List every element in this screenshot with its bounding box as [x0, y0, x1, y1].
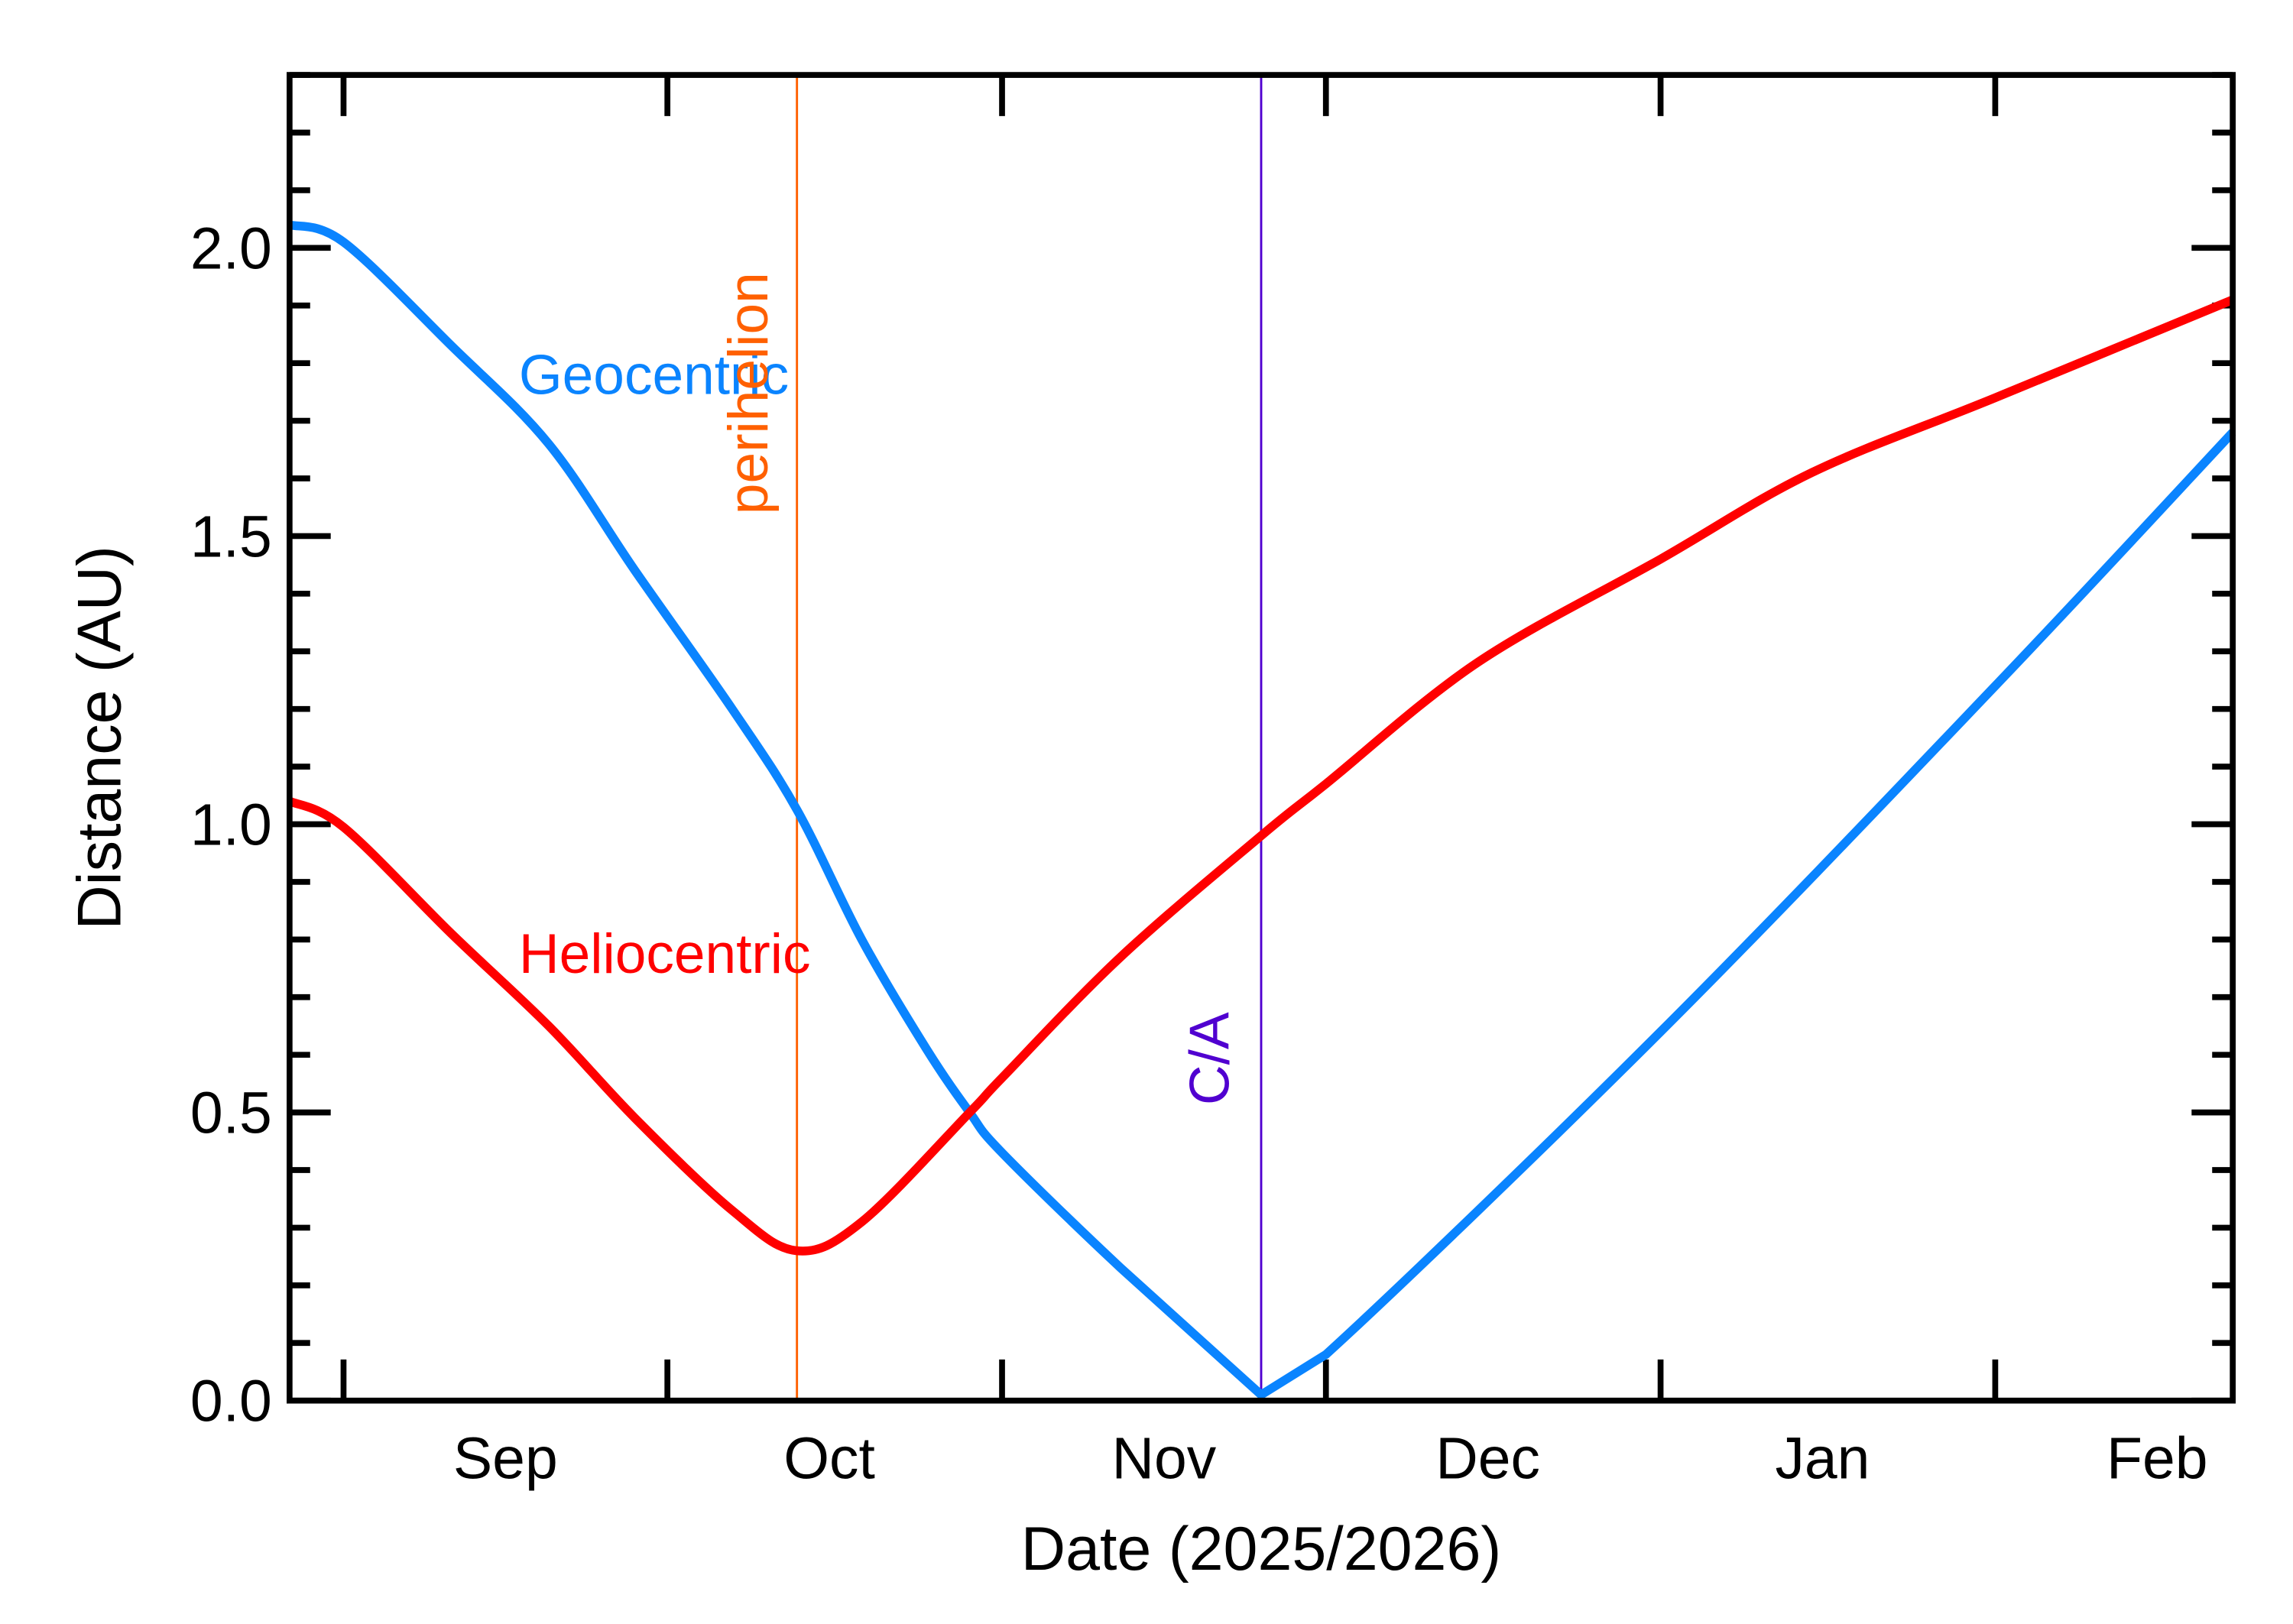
x-tick-label: Dec — [1435, 1426, 1540, 1492]
x-tick-label: Oct — [783, 1426, 875, 1492]
annotation-label-ca: C/A — [1179, 1012, 1241, 1105]
y-tick-label: 0.5 — [190, 1081, 272, 1146]
y-axis-title: Distance (AU) — [66, 546, 135, 930]
series-label-geocentric: Geocentric — [519, 344, 789, 406]
x-tick-label: Sep — [453, 1426, 558, 1492]
series-line-geocentric — [288, 220, 2236, 1399]
y-tick-label: 0.0 — [190, 1369, 272, 1434]
x-tick-label: Nov — [1112, 1426, 1217, 1492]
series-label-heliocentric: Heliocentric — [519, 923, 811, 985]
plot-frame — [287, 72, 2236, 1404]
annotation-label-perihelion: perihelion — [718, 272, 780, 514]
x-tick-label: Feb — [2107, 1426, 2208, 1492]
x-tick-label: Jan — [1775, 1426, 1870, 1492]
y-tick-label: 1.0 — [190, 792, 272, 857]
series-line-heliocentric — [287, 295, 2235, 1256]
chart-marks: 0.0 0.5 1.0 1.5 2.0 Sep Oct Nov Dec Jan Feb Geocent… — [190, 72, 2236, 1492]
y-tick-label: 2.0 — [190, 216, 272, 281]
y-tick-label: 1.5 — [190, 504, 272, 569]
x-axis-title: Date (2025/2026) — [1021, 1515, 1502, 1583]
